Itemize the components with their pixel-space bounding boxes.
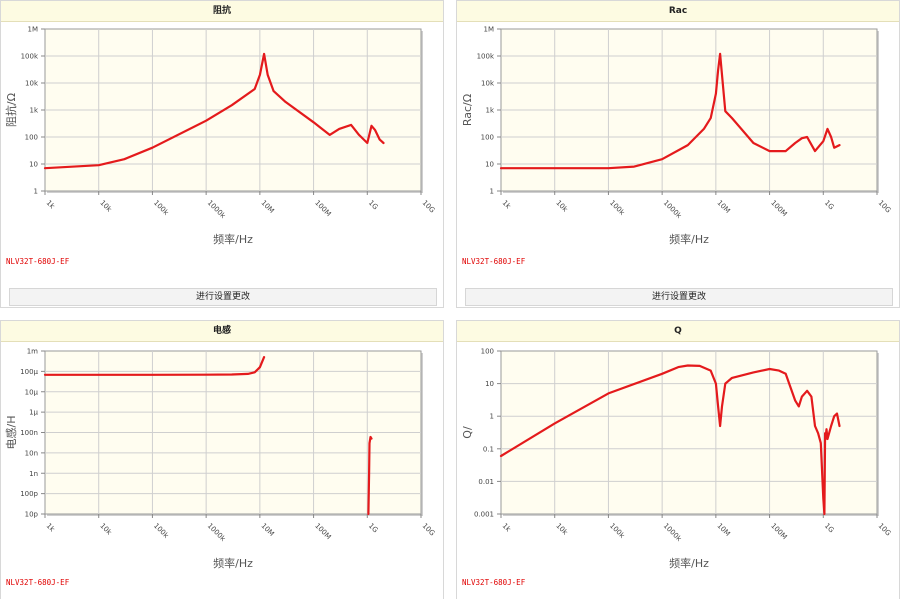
q-title: Q <box>457 321 899 342</box>
x-tick-label: 10G <box>877 522 893 538</box>
x-tick-label: 1k <box>45 522 57 534</box>
x-tick-label: 1G <box>823 199 836 212</box>
y-axis-label: 电感/H <box>5 416 18 450</box>
x-tick-label: 10k <box>554 199 569 214</box>
y-tick-label: 10µ <box>25 388 39 396</box>
y-tick-label: 10 <box>29 161 38 169</box>
y-tick-label: 10k <box>481 80 495 88</box>
y-axis-label: 阻抗/Ω <box>4 93 18 127</box>
x-tick-label: 10M <box>715 199 731 215</box>
y-tick-label: 10 <box>485 380 494 388</box>
rac-title: Rac <box>457 1 899 22</box>
y-tick-label: 100k <box>21 53 39 61</box>
x-tick-label: 1000k <box>662 199 684 221</box>
y-tick-label: 10p <box>25 511 39 519</box>
x-tick-label: 1G <box>367 199 380 212</box>
settings-change-button[interactable]: 进行设置更改 <box>9 288 437 306</box>
x-tick-label: 100M <box>313 199 332 218</box>
x-tick-label: 1k <box>45 199 57 211</box>
series-line <box>367 435 373 516</box>
y-tick-label: 1n <box>29 470 38 478</box>
x-tick-label: 100M <box>769 522 788 541</box>
plot-area <box>500 350 878 515</box>
y-tick-label: 1 <box>34 188 38 196</box>
part-number-label: NLV32T-680J-EF <box>462 578 526 587</box>
x-tick-label: 10M <box>715 522 731 538</box>
y-tick-label: 0.01 <box>478 478 494 486</box>
series-line <box>499 364 841 516</box>
x-tick-label: 10k <box>98 199 113 214</box>
y-tick-label: 1k <box>485 107 494 115</box>
x-tick-label: 1000k <box>662 522 684 544</box>
rac-panel: Rac 1k 10k 100k 1000k 10M 100M 1G 10G 1 10 100 1k 10… <box>456 0 900 308</box>
x-tick-label: 100M <box>313 522 332 541</box>
x-tick-label: 100k <box>608 522 627 541</box>
impedance-chart: 1k 10k 100k 1000k 10M 100M 1G 10G 1 10 100 1k 10k 100… <box>4 26 437 247</box>
part-number-label: NLV32T-680J-EF <box>6 578 70 587</box>
part-number-label: NLV32T-680J-EF <box>6 257 70 266</box>
y-tick-label: 0.1 <box>483 445 494 453</box>
y-tick-label: 1 <box>490 188 494 196</box>
x-tick-label: 10M <box>259 522 275 538</box>
y-tick-label: 100 <box>25 134 38 142</box>
y-tick-label: 100 <box>481 134 494 142</box>
settings-change-button[interactable]: 进行设置更改 <box>465 288 893 306</box>
x-tick-label: 100k <box>152 522 171 541</box>
impedance-panel: 阻抗 1k 10k 100k 1000k 10M 100M 1G 10G 1 10 100 1k 10k… <box>0 0 444 308</box>
y-tick-label: 1m <box>27 348 38 356</box>
y-tick-label: 1M <box>484 26 495 34</box>
y-tick-label: 100 <box>481 348 494 356</box>
x-tick-label: 10G <box>877 199 893 215</box>
y-tick-label: 0.001 <box>474 511 494 519</box>
y-axis-label: Q/ <box>461 426 474 439</box>
inductance-chart: 1k 10k 100k 1000k 10M 100M 1G 10G 10p 100p 1n 10n 10… <box>5 348 437 571</box>
x-tick-label: 10k <box>554 522 569 537</box>
x-tick-label: 10k <box>98 522 113 537</box>
x-axis-label: 频率/Hz <box>669 232 709 246</box>
inductance-panel: 电感 1k 10k 100k 1000k 10M 100M 1G 10G 10p 100p 1n 10… <box>0 320 444 599</box>
x-tick-label: 100k <box>152 199 171 218</box>
x-tick-label: 10M <box>259 199 275 215</box>
x-axis-label: 频率/Hz <box>213 232 253 246</box>
x-tick-label: 100k <box>608 199 627 218</box>
series-line <box>499 52 841 170</box>
q-chart: 1k 10k 100k 1000k 10M 100M 1G 10G 0.001 0.01 0.1 1 1… <box>461 348 893 571</box>
x-tick-label: 1000k <box>206 522 228 544</box>
x-tick-label: 10G <box>421 199 437 215</box>
x-axis-label: 频率/Hz <box>669 556 709 570</box>
y-tick-label: 100p <box>20 490 38 498</box>
y-tick-label: 10 <box>485 161 494 169</box>
impedance-title: 阻抗 <box>1 1 443 22</box>
y-axis-label: Rac/Ω <box>461 94 474 126</box>
series-line <box>43 356 266 376</box>
x-tick-label: 1G <box>823 522 836 535</box>
x-tick-label: 1k <box>501 199 513 211</box>
part-number-label: NLV32T-680J-EF <box>462 257 526 266</box>
y-tick-label: 10n <box>25 449 38 457</box>
y-tick-label: 100n <box>20 429 38 437</box>
x-tick-label: 1000k <box>206 199 228 221</box>
x-axis-label: 频率/Hz <box>213 556 253 570</box>
rac-chart: 1k 10k 100k 1000k 10M 100M 1G 10G 1 10 100 1k 10k 100… <box>461 26 893 247</box>
x-tick-label: 1k <box>501 522 513 534</box>
series-line <box>43 52 385 170</box>
q-panel: Q 1k 10k 100k 1000k 10M 100M 1G 10G 0.001 0.01 0.1… <box>456 320 900 599</box>
y-tick-label: 1 <box>490 413 494 421</box>
y-tick-label: 100µ <box>20 368 38 376</box>
y-tick-label: 1µ <box>29 409 38 417</box>
x-tick-label: 10G <box>421 522 437 538</box>
inductance-title: 电感 <box>1 321 443 342</box>
x-tick-label: 100M <box>769 199 788 218</box>
x-tick-label: 1G <box>367 522 380 535</box>
y-tick-label: 100k <box>477 53 495 61</box>
y-tick-label: 10k <box>25 80 39 88</box>
y-tick-label: 1k <box>29 107 38 115</box>
y-tick-label: 1M <box>28 26 39 34</box>
